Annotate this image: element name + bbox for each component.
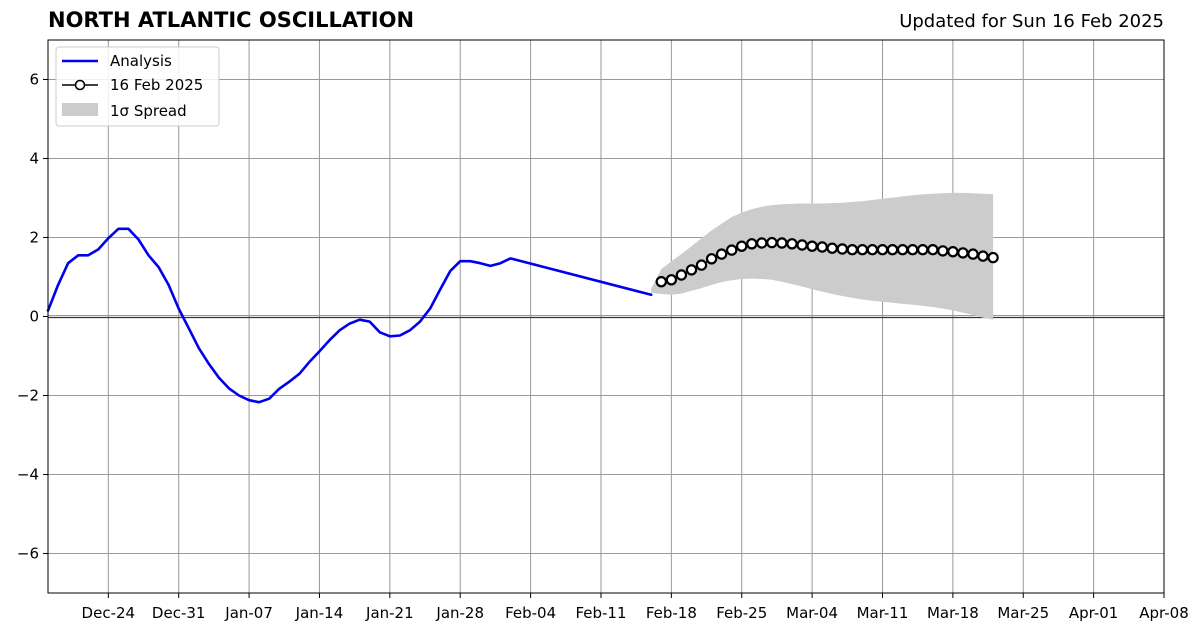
forecast-point bbox=[766, 236, 778, 249]
y-tick-label: −4 bbox=[17, 466, 39, 484]
x-tick-label: Apr-01 bbox=[1069, 604, 1119, 622]
x-tick-label: Feb-25 bbox=[716, 604, 767, 622]
forecast-point bbox=[977, 250, 989, 262]
x-tick-label: Apr-08 bbox=[1139, 604, 1189, 622]
forecast-marker-layer bbox=[655, 236, 999, 288]
forecast-point bbox=[705, 253, 718, 265]
legend: Analysis 16 Feb 2025 1σ Spread bbox=[55, 46, 220, 127]
y-tick-label: 4 bbox=[29, 150, 39, 168]
forecast-point bbox=[665, 274, 678, 286]
forecast-point bbox=[655, 276, 668, 288]
forecast-point bbox=[786, 238, 798, 250]
x-tick-label: Mar-04 bbox=[786, 604, 838, 622]
forecast-point bbox=[906, 243, 919, 256]
forecast-point bbox=[856, 243, 869, 256]
x-tick-label: Dec-31 bbox=[152, 604, 206, 622]
x-tick-label: Feb-18 bbox=[646, 604, 697, 622]
forecast-point bbox=[927, 243, 939, 256]
y-tick-label: −2 bbox=[17, 387, 39, 405]
forecast-point bbox=[796, 239, 808, 251]
updated-date: Updated for Sun 16 Feb 2025 bbox=[899, 11, 1164, 32]
forecast-point bbox=[756, 237, 768, 249]
spread-band bbox=[651, 192, 994, 320]
forecast-point bbox=[715, 248, 728, 260]
forecast-point bbox=[876, 243, 889, 256]
legend-forecast-label: 16 Feb 2025 bbox=[110, 76, 203, 94]
forecast-point bbox=[896, 243, 909, 256]
forecast-point bbox=[736, 240, 748, 252]
x-tick-label: Jan-07 bbox=[224, 604, 273, 622]
forecast-point bbox=[846, 243, 859, 256]
forecast-point bbox=[726, 244, 738, 256]
forecast-point bbox=[695, 259, 708, 271]
x-tick-label: Feb-04 bbox=[505, 604, 556, 622]
forecast-point bbox=[746, 238, 758, 250]
legend-analysis-label: Analysis bbox=[110, 52, 172, 70]
x-tick-label: Jan-28 bbox=[435, 604, 484, 622]
forecast-point bbox=[917, 243, 929, 256]
spread-band-layer bbox=[651, 192, 994, 320]
tick-layer: Dec-24 Dec-31 Jan-07 Jan-14 Jan-21 Jan-28 Feb-… bbox=[17, 71, 1189, 623]
forecast-point bbox=[866, 243, 879, 256]
forecast-point bbox=[967, 248, 979, 260]
forecast-point bbox=[776, 237, 788, 249]
legend-forecast-swatch-marker bbox=[74, 79, 86, 91]
legend-spread-swatch bbox=[62, 103, 98, 116]
forecast-point bbox=[826, 242, 838, 254]
y-tick-label: −6 bbox=[17, 545, 39, 563]
x-tick-label: Mar-11 bbox=[857, 604, 909, 622]
forecast-point bbox=[886, 243, 899, 256]
forecast-point bbox=[947, 245, 959, 258]
x-tick-label: Dec-24 bbox=[82, 604, 136, 622]
x-tick-label: Mar-18 bbox=[927, 604, 979, 622]
forecast-point bbox=[816, 241, 828, 253]
forecast-point bbox=[685, 264, 698, 276]
chart-title: NORTH ATLANTIC OSCILLATION bbox=[48, 8, 415, 32]
x-tick-label: Jan-14 bbox=[295, 604, 344, 622]
forecast-point bbox=[957, 247, 969, 259]
forecast-point bbox=[987, 251, 999, 264]
x-tick-label: Mar-25 bbox=[997, 604, 1049, 622]
forecast-point bbox=[836, 243, 849, 255]
forecast-point bbox=[675, 269, 688, 281]
x-tick-label: Feb-11 bbox=[575, 604, 626, 622]
analysis-line bbox=[46, 227, 653, 404]
x-tick-label: Jan-21 bbox=[365, 604, 414, 622]
y-tick-label: 2 bbox=[29, 229, 39, 247]
forecast-point bbox=[806, 240, 818, 252]
y-tick-label: 6 bbox=[29, 71, 39, 89]
forecast-point bbox=[937, 245, 949, 257]
legend-spread-label: 1σ Spread bbox=[110, 102, 187, 120]
y-tick-label: 0 bbox=[29, 308, 39, 326]
